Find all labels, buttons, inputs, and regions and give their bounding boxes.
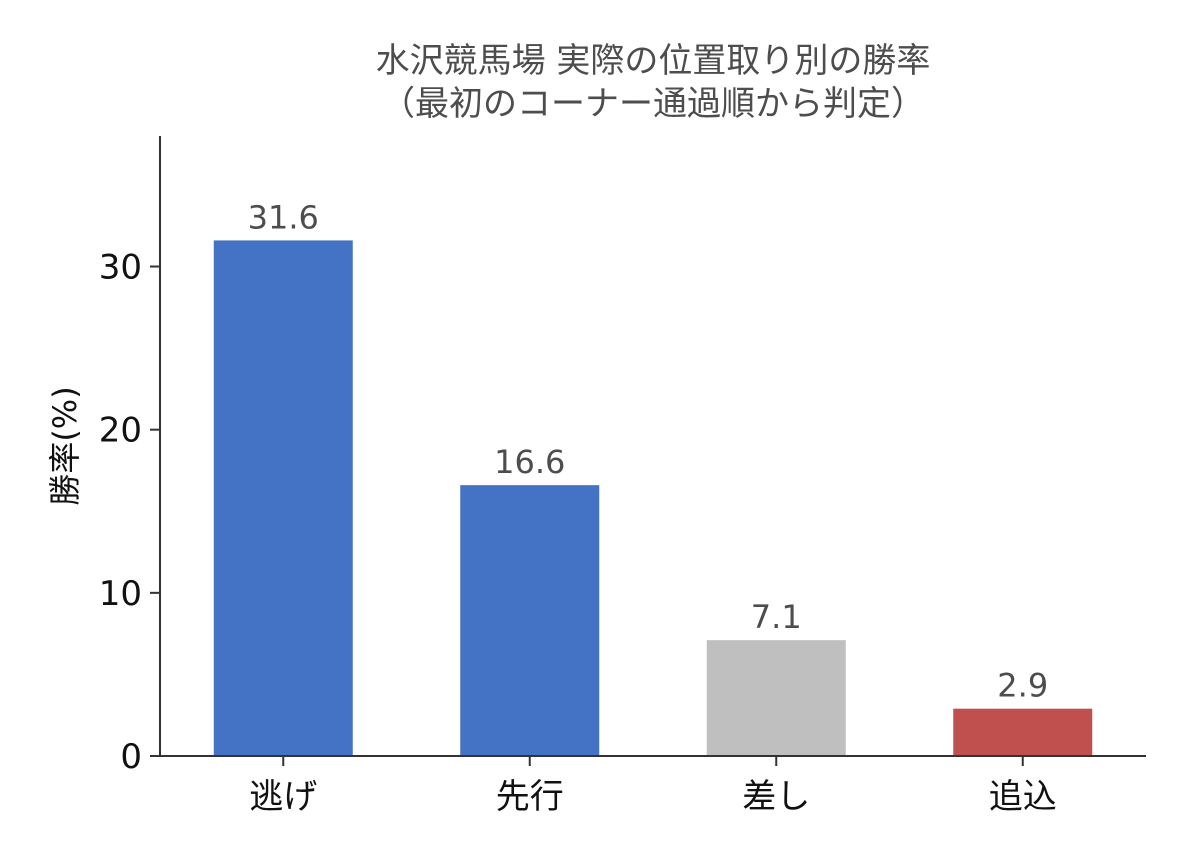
bars-group bbox=[213, 240, 1093, 757]
value-label-1: 31.6 bbox=[248, 198, 319, 236]
bar-1 bbox=[213, 240, 353, 757]
value-label-3: 7.1 bbox=[751, 598, 802, 636]
y-tick-label-0: 0 bbox=[120, 737, 142, 777]
y-tick-label-10: 10 bbox=[99, 574, 142, 614]
y-tick-label-20: 20 bbox=[99, 411, 142, 451]
value-labels-group: 31.6 16.6 7.1 2.9 bbox=[248, 198, 1049, 704]
y-axis-label: 勝率(%) bbox=[46, 386, 84, 505]
bar-2 bbox=[460, 485, 600, 756]
y-tick-label-30: 30 bbox=[99, 248, 142, 288]
x-tick-label-3: 差し bbox=[742, 777, 810, 817]
chart-subtitle: （最初のコーナー通過順から判定） bbox=[381, 84, 925, 124]
value-label-2: 16.6 bbox=[494, 443, 565, 481]
x-ticks-group: 逃げ 先行 差し 追込 bbox=[249, 756, 1057, 817]
bar-4 bbox=[953, 708, 1093, 756]
y-ticks-group: 0 10 20 30 bbox=[99, 248, 160, 777]
chart-title: 水沢競馬場 実際の位置取り別の勝率 bbox=[376, 41, 931, 81]
x-tick-label-4: 追込 bbox=[989, 777, 1057, 817]
x-tick-label-2: 先行 bbox=[496, 777, 564, 817]
value-label-4: 2.9 bbox=[997, 667, 1048, 705]
x-tick-label-1: 逃げ bbox=[249, 777, 317, 817]
chart-title-group: 水沢競馬場 実際の位置取り別の勝率 （最初のコーナー通過順から判定） bbox=[376, 41, 931, 124]
bar-3 bbox=[706, 640, 846, 756]
